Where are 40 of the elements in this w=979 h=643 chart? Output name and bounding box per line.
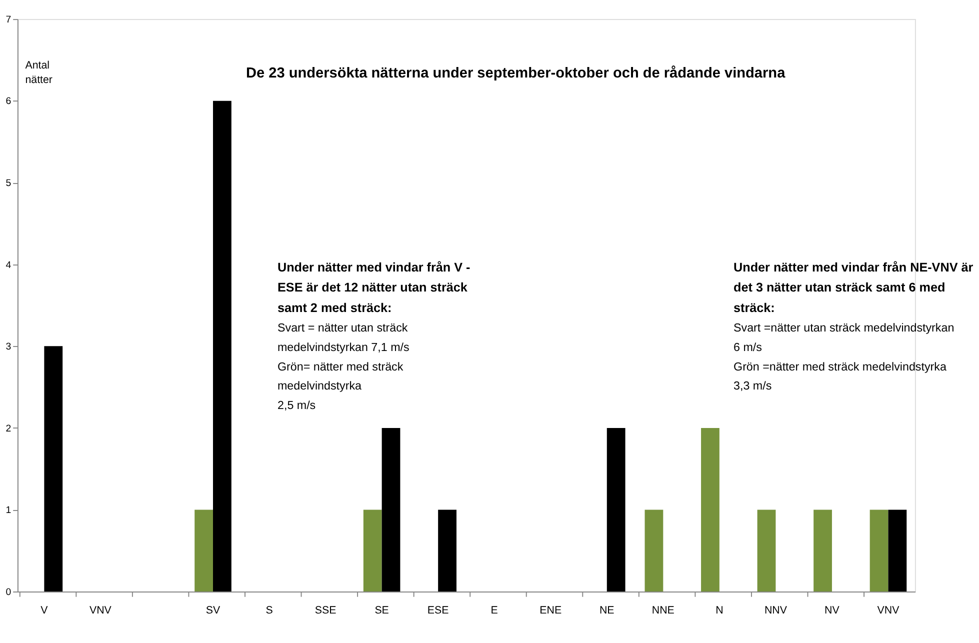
bar <box>888 510 907 592</box>
x-tick-label: E <box>490 604 498 616</box>
annotation: Under nätter med vindar från NE-VNV är det 3 nätter utan sträck samt 6 med sträck: Svart =nätter utan sträck medelvindstyrkan 6 m/s Grön =nätter med sträck medelvindstyrka 3,3 m/s <box>734 260 974 393</box>
x-tick-label: SV <box>206 604 221 616</box>
x-tick-label: N <box>716 604 724 616</box>
x-tick-label: NV <box>824 604 840 616</box>
y-tick-label: 4 <box>6 260 12 271</box>
bar <box>814 510 832 592</box>
x-tick-label: SE <box>374 604 389 616</box>
y-axis-title: Antal nätter <box>25 60 53 86</box>
y-tick-label: 1 <box>6 505 12 516</box>
x-tick-label: NE <box>599 604 614 616</box>
bar <box>644 510 664 592</box>
x-tick-label: ESE <box>427 604 449 616</box>
annotation: Under nätter med vindar från V - ESE är det 12 nätter utan sträck samt 2 med sträck: Svart = nätter utan sträck medelvindstyrkan 7,1 m/s Grön= nätter med sträck medelvindstyrka 2,5 m/s <box>277 260 470 412</box>
bar <box>194 510 213 592</box>
bar <box>438 510 456 592</box>
text: De 23 undersökta nätterna under september-oktober och de rådande vindarna <box>246 65 786 82</box>
x-tick-label: NNV <box>764 604 788 616</box>
y-tick-label: 5 <box>6 178 12 190</box>
bar <box>870 510 888 592</box>
x-tick-label: V <box>40 604 49 616</box>
y-tick-label: 7 <box>6 14 12 26</box>
x-tick-label: NNE <box>652 604 674 616</box>
x-tick-label: ENE <box>540 604 562 616</box>
y-tick-label: 0 <box>6 586 12 598</box>
y-tick-label: 2 <box>6 423 12 434</box>
y-tick-label: 6 <box>6 96 12 108</box>
bar <box>44 346 63 592</box>
bar <box>382 428 400 592</box>
bar <box>757 510 776 592</box>
y-tick-label: 3 <box>6 342 12 353</box>
bar <box>213 100 232 592</box>
x-tick-label: VNV <box>877 604 900 616</box>
bar <box>606 428 626 592</box>
bar <box>363 510 382 592</box>
x-tick-label: VNV <box>90 604 112 616</box>
x-tick-label: SSE <box>314 604 336 616</box>
x-tick-label: S <box>266 604 273 616</box>
bar <box>701 428 720 592</box>
